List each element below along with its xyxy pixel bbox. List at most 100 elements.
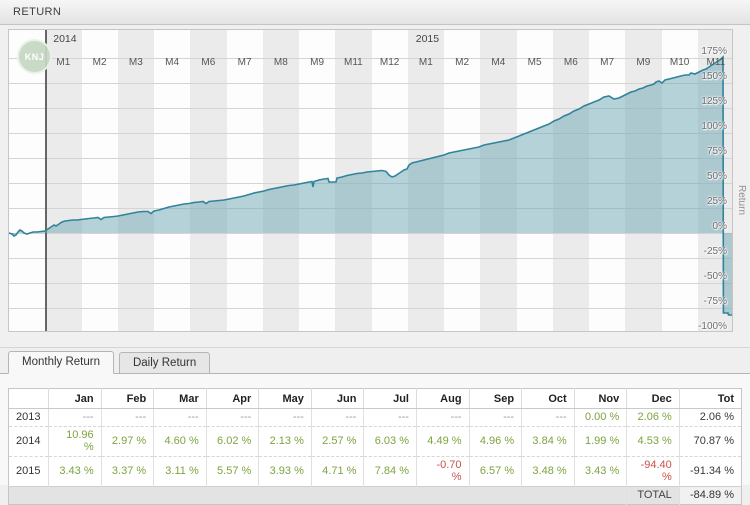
year-cell: 2013 <box>8 408 49 427</box>
tab-monthly-return[interactable]: Monthly Return <box>8 351 114 374</box>
column-header <box>8 388 49 409</box>
column-header: Jul <box>363 388 417 409</box>
month-band <box>190 30 227 331</box>
y-tick-label: -25% <box>703 246 727 257</box>
value-cell: 4.53 % <box>626 426 680 457</box>
monthly-return-table: Jan Feb Mar Apr May Jun Jul Aug Sep Oct Nov Dec Tot 2… <box>8 388 742 505</box>
tab-daily-return[interactable]: Daily Return <box>118 352 211 373</box>
value-cell: 3.84 % <box>521 426 575 457</box>
value-cell: 7.84 % <box>363 456 417 487</box>
gridline <box>9 133 732 134</box>
column-header: Nov <box>573 388 627 409</box>
y-tick-label: 75% <box>706 146 727 157</box>
year-total-cell: 2.06 % <box>678 408 742 427</box>
y-tick-label: 150% <box>701 71 727 82</box>
section-title: RETURN <box>13 6 62 18</box>
month-tick-label: M6 <box>201 57 216 68</box>
total-value: -84.89 % <box>678 486 742 505</box>
month-tick-label: M4 <box>165 57 180 68</box>
column-header: Dec <box>626 388 680 409</box>
table-header-row: Jan Feb Mar Apr May Jun Jul Aug Sep Oct Nov Dec Tot <box>8 388 742 409</box>
value-cell: --- <box>468 408 522 427</box>
chart-panel: KNJ M1 M2 M3 M4 M6 M7 M8 M9 M11 M12 M1 M2 M4 M5 M6 M7 M9… <box>0 25 750 348</box>
month-tick-label: M2 <box>455 57 470 68</box>
month-tick-label: M5 <box>527 57 542 68</box>
value-cell: 5.57 % <box>205 456 259 487</box>
value-cell: 4.49 % <box>415 426 470 457</box>
year-start-marker <box>45 30 47 331</box>
month-tick-label: M7 <box>237 57 252 68</box>
month-tick-label: M2 <box>92 57 107 68</box>
cumulative-return-curve <box>9 55 732 316</box>
value-cell: 1.99 % <box>573 426 627 457</box>
return-chart[interactable]: KNJ M1 M2 M3 M4 M6 M7 M8 M9 M11 M12 M1 M2 M4 M5 M6 M7 M9… <box>8 29 733 332</box>
column-header: Mar <box>153 388 207 409</box>
table-row: 2014 10.96 % 2.97 % 4.60 % 6.02 % 2.13 % 2.57 … <box>8 426 742 457</box>
value-cell: --- <box>521 408 575 427</box>
y-tick-label: 125% <box>701 96 727 107</box>
total-row-spacer <box>8 486 627 505</box>
column-header: Feb <box>100 388 154 409</box>
y-tick-label: 0% <box>712 221 727 232</box>
value-cell: 4.96 % <box>468 426 522 457</box>
month-tick-label: M9 <box>636 57 651 68</box>
value-cell: -0.70 % <box>415 456 470 487</box>
month-band <box>154 30 191 331</box>
section-header: RETURN <box>0 0 750 25</box>
y-tick-label: 175% <box>701 46 727 57</box>
column-header: Jun <box>310 388 364 409</box>
column-header: Sep <box>468 388 522 409</box>
gridline <box>9 158 732 159</box>
curve-area-fill <box>9 57 732 315</box>
y-tick-label: 25% <box>706 196 727 207</box>
month-tick-label: M4 <box>491 57 506 68</box>
value-cell: 3.11 % <box>153 456 207 487</box>
total-row: TOTAL -84.89 % <box>8 486 742 505</box>
curve-line <box>9 55 732 316</box>
month-band <box>262 30 299 331</box>
month-band <box>117 30 154 331</box>
gridline <box>9 258 732 259</box>
value-cell: 2.06 % <box>626 408 680 427</box>
value-cell: -94.40 % <box>626 456 680 487</box>
value-cell: 4.60 % <box>153 426 207 457</box>
y-tick-label: -50% <box>703 271 727 282</box>
value-cell: 2.57 % <box>310 426 364 457</box>
value-cell: 3.43 % <box>48 456 102 487</box>
month-tick-label: M10 <box>669 57 690 68</box>
month-tick-label: M9 <box>310 57 325 68</box>
month-band <box>81 30 118 331</box>
column-header: May <box>258 388 312 409</box>
value-cell: 3.93 % <box>258 456 312 487</box>
month-tick-label: M7 <box>600 57 615 68</box>
y-tick-label: -100% <box>698 321 727 332</box>
value-cell: 2.13 % <box>258 426 312 457</box>
column-header: Apr <box>205 388 259 409</box>
y-axis-title: Return <box>736 185 747 216</box>
month-tick-label: M1 <box>56 57 71 68</box>
value-cell: 6.02 % <box>205 426 259 457</box>
value-cell: 3.37 % <box>100 456 154 487</box>
y-tick-label: 50% <box>706 171 727 182</box>
column-header: Tot <box>678 388 742 409</box>
value-cell: --- <box>258 408 312 427</box>
column-header: Aug <box>415 388 470 409</box>
month-tick-label: M8 <box>273 57 288 68</box>
gridline <box>9 283 732 284</box>
profile-badge: KNJ <box>17 39 52 74</box>
year-total-cell: -91.34 % <box>678 456 742 487</box>
month-tick-label: M12 <box>379 57 400 68</box>
value-cell: 0.00 % <box>573 408 627 427</box>
value-cell: --- <box>48 408 102 427</box>
y-tick-label: -75% <box>703 296 727 307</box>
value-cell: 3.43 % <box>573 456 627 487</box>
gridline <box>9 308 732 309</box>
table-row: 2015 3.43 % 3.37 % 3.11 % 5.57 % 3.93 % 4.71 %… <box>8 456 742 487</box>
value-cell: --- <box>205 408 259 427</box>
year-label: 2015 <box>415 33 440 45</box>
value-cell: 4.71 % <box>310 456 364 487</box>
month-tick-label: M3 <box>128 57 143 68</box>
gridline <box>9 233 732 234</box>
y-tick-label: 100% <box>701 121 727 132</box>
